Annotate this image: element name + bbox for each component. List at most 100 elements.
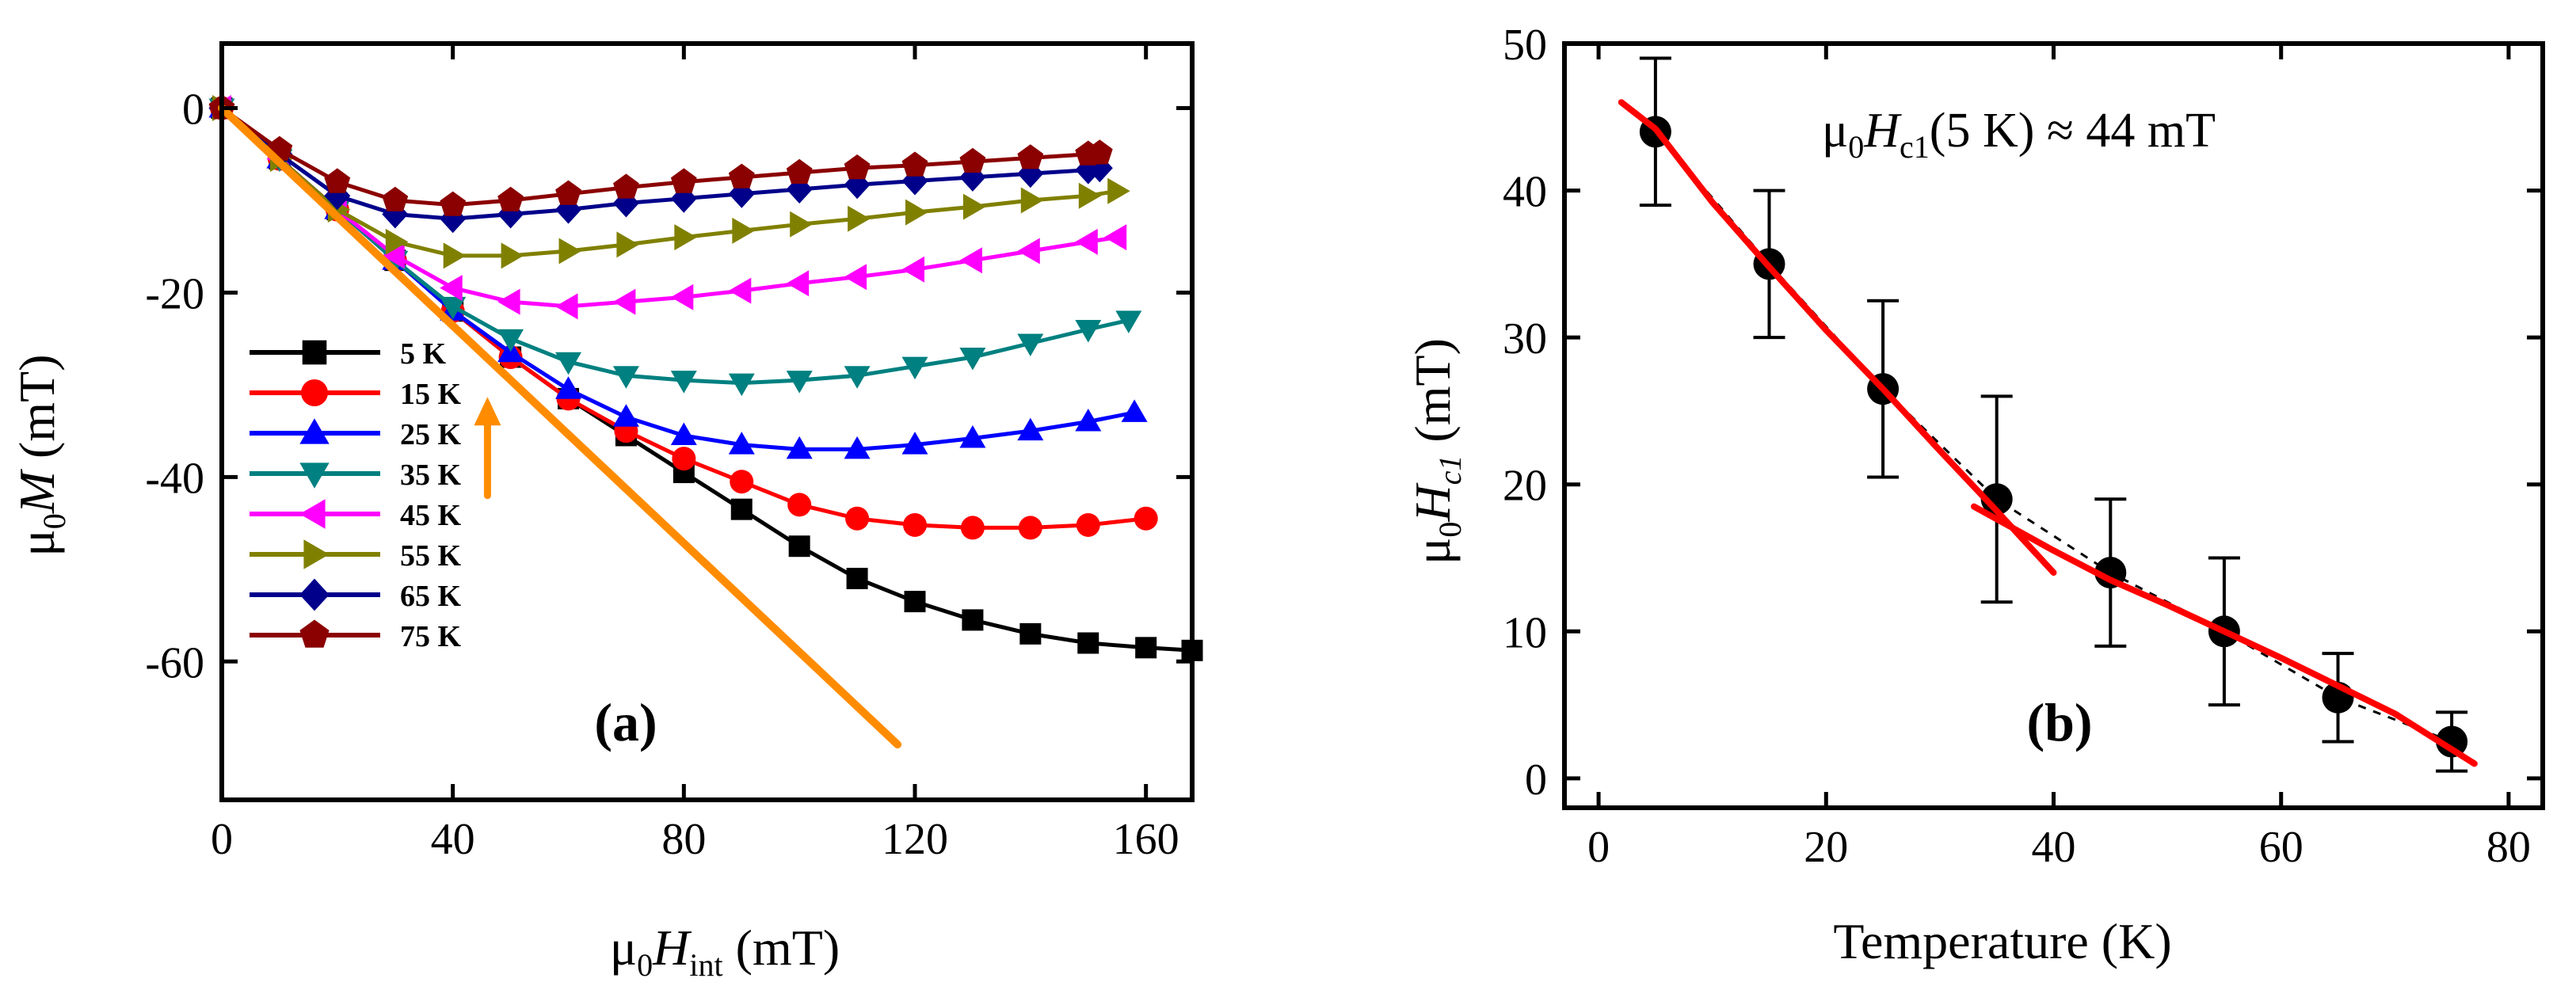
data-point (962, 193, 986, 220)
panel-b-y-tick-label: 10 (1503, 608, 1547, 657)
panel-b-tag: (b) (2026, 692, 2092, 752)
legend-item-75-k: 75 K (250, 619, 462, 653)
legend-label: 25 K (400, 418, 462, 451)
panel-a-x-tick-label: 120 (882, 815, 948, 864)
series-25-k (208, 95, 1148, 459)
data-point (1134, 506, 1158, 531)
legend-item-55-k: 55 K (250, 539, 462, 573)
data-point (846, 567, 868, 589)
legend-label: 45 K (400, 499, 462, 532)
data-point (555, 352, 581, 375)
data-point (901, 356, 928, 380)
data-point (730, 470, 754, 494)
legend-item-15-k: 15 K (250, 378, 462, 411)
data-point (728, 432, 755, 455)
legend-marker (301, 379, 328, 406)
data-point (324, 168, 351, 193)
data-point (501, 242, 524, 269)
data-point (1076, 512, 1100, 537)
data-point (555, 180, 581, 205)
data-point (670, 422, 697, 445)
data-point (1075, 320, 1102, 343)
data-point (730, 498, 753, 520)
panel-b-annotation: μ0Hc1(5 K) ≈ 44 mT (1822, 104, 2216, 165)
panel-b-y-tick-label: 50 (1503, 21, 1547, 70)
data-point (670, 168, 697, 193)
data-point (670, 284, 694, 310)
data-point (1017, 238, 1040, 265)
panel-a-x-tick-label: 160 (1113, 815, 1179, 864)
legend-item-65-k: 65 K (250, 578, 462, 613)
legend-marker (299, 619, 330, 648)
data-point (382, 186, 409, 211)
legend-item-5-k: 5 K (250, 337, 447, 371)
data-point (901, 256, 924, 283)
data-point (728, 163, 755, 188)
data-point (440, 275, 463, 302)
data-point (497, 186, 524, 211)
panel-a-tag: (a) (594, 692, 657, 752)
data-point (786, 436, 813, 459)
panel-b-x-tick-label: 0 (1587, 823, 1610, 872)
panel-b-ticks: 0 20 40 60 80 0 10 20 30 40 50 (1503, 21, 2543, 872)
panel-b-y-axis-label: μ0Hc1 (mT) (1404, 338, 1468, 565)
panel-a-series-layer (208, 93, 1203, 661)
data-point (844, 366, 871, 389)
panel-a-y-tick-label: -40 (145, 454, 204, 503)
panel-a-x-tick-label: 80 (661, 815, 706, 864)
data-point (1115, 310, 1142, 333)
panel-b-x-tick-label: 40 (2032, 823, 2076, 872)
data-point (613, 173, 639, 199)
series-75-k (208, 94, 1113, 216)
panel-a-ticks: 0 40 80 120 160 0 -20 -40 -60 (145, 44, 1192, 864)
panel-a-x-tick-label: 40 (431, 815, 475, 864)
data-point (844, 436, 871, 459)
data-point (905, 199, 928, 226)
data-point (732, 217, 755, 244)
data-point (787, 493, 812, 517)
panel-b-y-tick-label: 40 (1503, 168, 1547, 217)
data-point (1017, 417, 1044, 441)
panel-a-y-tick-label: 0 (182, 86, 204, 135)
data-point (612, 404, 639, 427)
data-point (612, 366, 639, 389)
data-point (440, 296, 467, 320)
panel-b-x-tick-label: 20 (1804, 823, 1848, 872)
data-point (960, 516, 985, 540)
arrow-head (474, 397, 501, 426)
panel-a: 0 40 80 120 160 0 -20 -40 -60 5 K 15 K 25 K 35 K 45 … (9, 41, 1203, 983)
data-point (385, 228, 409, 255)
data-point (728, 277, 752, 304)
data-point (1077, 632, 1099, 654)
data-point (612, 288, 636, 315)
data-point (555, 293, 578, 320)
panel-a-x-tick-label: 0 (211, 815, 233, 864)
legend-marker (299, 499, 326, 529)
data-point (1075, 409, 1102, 432)
legend-marker (303, 539, 330, 569)
data-point (1020, 187, 1044, 214)
data-point (1135, 637, 1157, 659)
data-point (959, 425, 986, 448)
data-point (1107, 177, 1130, 204)
fit-curve-fit-high-t (1971, 503, 2478, 767)
panel-b-y-tick-label: 20 (1503, 462, 1547, 511)
data-point (616, 231, 639, 258)
data-point (786, 158, 813, 184)
panel-b-y-tick-label: 0 (1525, 756, 1547, 805)
data-point (1019, 622, 1042, 645)
legend-label: 5 K (400, 337, 447, 371)
legend-label: 55 K (400, 539, 462, 573)
panel-b-points (1639, 116, 2468, 758)
data-point (672, 447, 696, 471)
panel-b-y-tick-label: 30 (1503, 314, 1547, 363)
data-point (901, 432, 928, 455)
panel-a-y-tick-label: -20 (145, 269, 204, 318)
legend-label: 35 K (400, 459, 462, 492)
panel-a-x-axis-label: μ0Hint (mT) (610, 919, 840, 983)
panel-a-y-axis-label: μ0M (mT) (9, 354, 72, 556)
data-point (904, 591, 926, 613)
panel-a-arrow-icon (474, 397, 501, 500)
panel-a-legend: 5 K 15 K 25 K 35 K 45 K 55 K 65 K 75 K (250, 337, 462, 653)
